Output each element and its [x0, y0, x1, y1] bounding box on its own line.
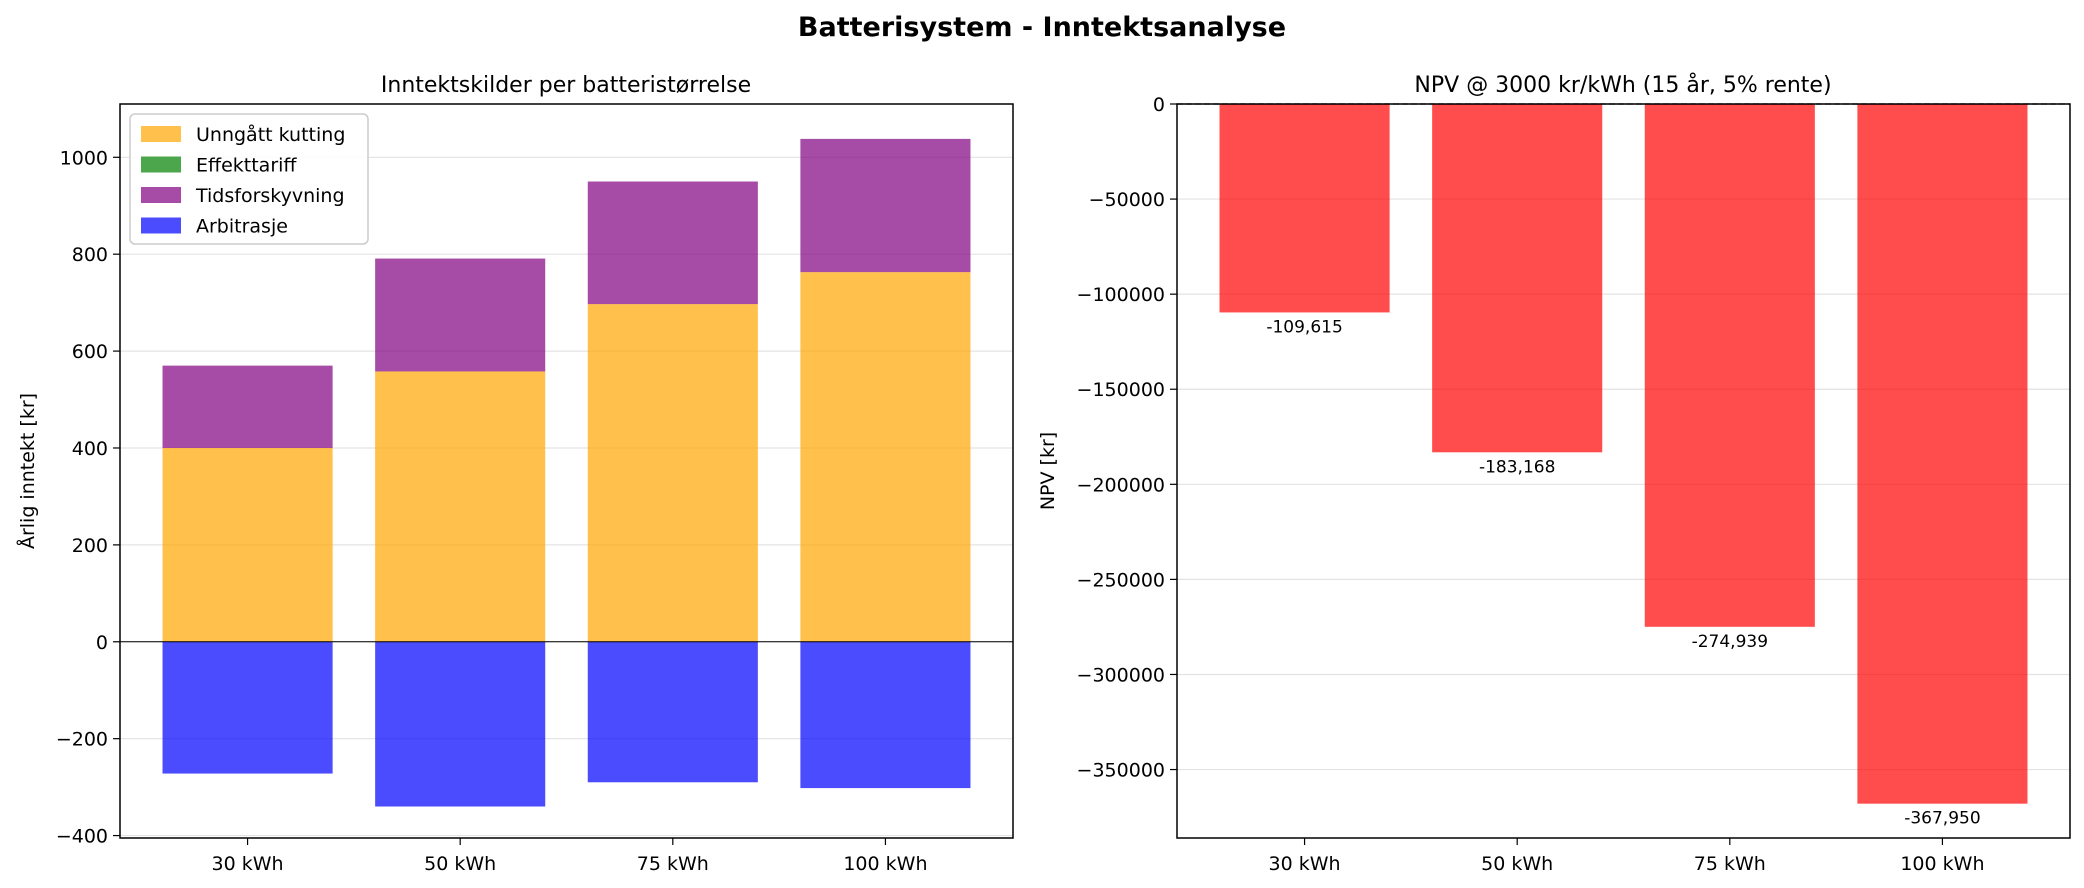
legend-swatch-tidsforskyvning	[141, 187, 181, 203]
right-y-tick-label: −100000	[1077, 284, 1165, 306]
left-y-ticks: −400 −200 0 200 400 600 800 1000	[56, 147, 120, 848]
left-bar-tidsforskyvning	[800, 138, 971, 273]
left-y-tick-label: −400	[56, 826, 108, 848]
left-bar-unng-tt-kutting	[162, 447, 333, 642]
legend-label-unng-tt-kutting: Unngått kutting	[196, 123, 345, 146]
left-chart-title: Inntektskilder per batteristørrelse	[381, 73, 751, 98]
left-x-tick-label: 50 kWh	[424, 853, 496, 875]
right-chart-title: NPV @ 3000 kr/kWh (15 år, 5% rente)	[1414, 72, 1831, 98]
left-x-tick-label: 30 kWh	[212, 853, 284, 875]
left-legend: Unngått kutting Effekttariff Tidsforskyvni…	[129, 113, 369, 245]
left-y-tick-label: 600	[72, 341, 108, 363]
left-bar-arbitrasje	[587, 641, 758, 783]
legend-swatch-arbitrasje	[141, 217, 181, 234]
left-bar-tidsforskyvning	[587, 181, 758, 305]
right-bar-npv	[1857, 104, 2028, 804]
left-bar-tidsforskyvning	[375, 258, 546, 372]
right-data-label: -183,168	[1479, 457, 1555, 477]
right-y-tick-label: −300000	[1077, 664, 1165, 686]
legend-label-effekttariff: Effekttariff	[196, 155, 297, 177]
right-bar-npv	[1219, 104, 1390, 313]
left-bar-unng-tt-kutting	[375, 371, 546, 642]
left-y-tick-label: 800	[72, 244, 108, 266]
left-bar-arbitrasje	[162, 641, 333, 774]
left-bar-unng-tt-kutting	[587, 304, 758, 642]
left-x-tick-label: 100 kWh	[843, 853, 927, 875]
left-x-tick-label: 75 kWh	[637, 853, 709, 875]
right-data-label: -274,939	[1692, 632, 1768, 652]
right-y-ticks: −350000 −300000 −250000 −200000 −150000 −1000…	[1077, 94, 1177, 782]
legend-swatch-effekttariff	[141, 156, 181, 173]
left-y-tick-label: 1000	[60, 147, 108, 169]
right-y-tick-label: −150000	[1077, 379, 1165, 401]
left-bar-unng-tt-kutting	[800, 272, 971, 642]
figure-title: Batterisystem - Inntektsanalyse	[798, 12, 1286, 43]
left-y-axis-label: Årlig inntekt [kr]	[16, 393, 39, 549]
left-y-tick-label: 200	[72, 535, 108, 557]
right-y-tick-label: 0	[1153, 94, 1165, 116]
right-y-tick-label: −200000	[1077, 474, 1165, 496]
right-data-labels: -109,615 -183,168 -274,939 -367,950	[1266, 317, 1980, 828]
right-x-ticks: 30 kWh 50 kWh 75 kWh 100 kWh	[1269, 838, 1984, 875]
right-y-tick-label: −350000	[1077, 760, 1165, 782]
right-y-tick-label: −250000	[1077, 569, 1165, 591]
right-x-tick-label: 100 kWh	[1900, 853, 1984, 875]
left-y-tick-label: 0	[96, 632, 108, 654]
left-chart: Inntektskilder per batteristørrelse −400…	[16, 73, 1014, 875]
right-bars	[1177, 103, 2070, 804]
right-plot-frame	[1176, 103, 2071, 839]
left-bar-arbitrasje	[800, 641, 971, 789]
left-y-tick-label: −200	[56, 729, 108, 751]
left-bars	[120, 138, 1013, 807]
legend-swatch-unng-tt-kutting	[141, 126, 181, 142]
left-x-ticks: 30 kWh 50 kWh 75 kWh 100 kWh	[212, 838, 927, 875]
left-legend-box	[129, 113, 369, 245]
right-x-tick-label: 75 kWh	[1694, 853, 1766, 875]
right-x-tick-label: 30 kWh	[1269, 853, 1341, 875]
legend-label-arbitrasje: Arbitrasje	[196, 216, 288, 238]
right-bar-npv	[1644, 104, 1815, 627]
right-data-label: -367,950	[1904, 809, 1980, 829]
left-bar-arbitrasje	[375, 641, 546, 807]
left-y-tick-label: 400	[72, 438, 108, 460]
right-data-label: -109,615	[1266, 317, 1342, 337]
right-chart: NPV @ 3000 kr/kWh (15 år, 5% rente) -109…	[1037, 72, 2071, 875]
right-y-tick-label: −50000	[1089, 189, 1165, 211]
left-plot-frame	[119, 103, 1014, 839]
legend-label-tidsforskyvning: Tidsforskyvning	[195, 185, 345, 207]
left-bar-tidsforskyvning	[162, 365, 333, 448]
right-x-tick-label: 50 kWh	[1481, 853, 1553, 875]
right-bar-npv	[1432, 104, 1603, 453]
right-y-axis-label: NPV [kr]	[1037, 432, 1059, 510]
